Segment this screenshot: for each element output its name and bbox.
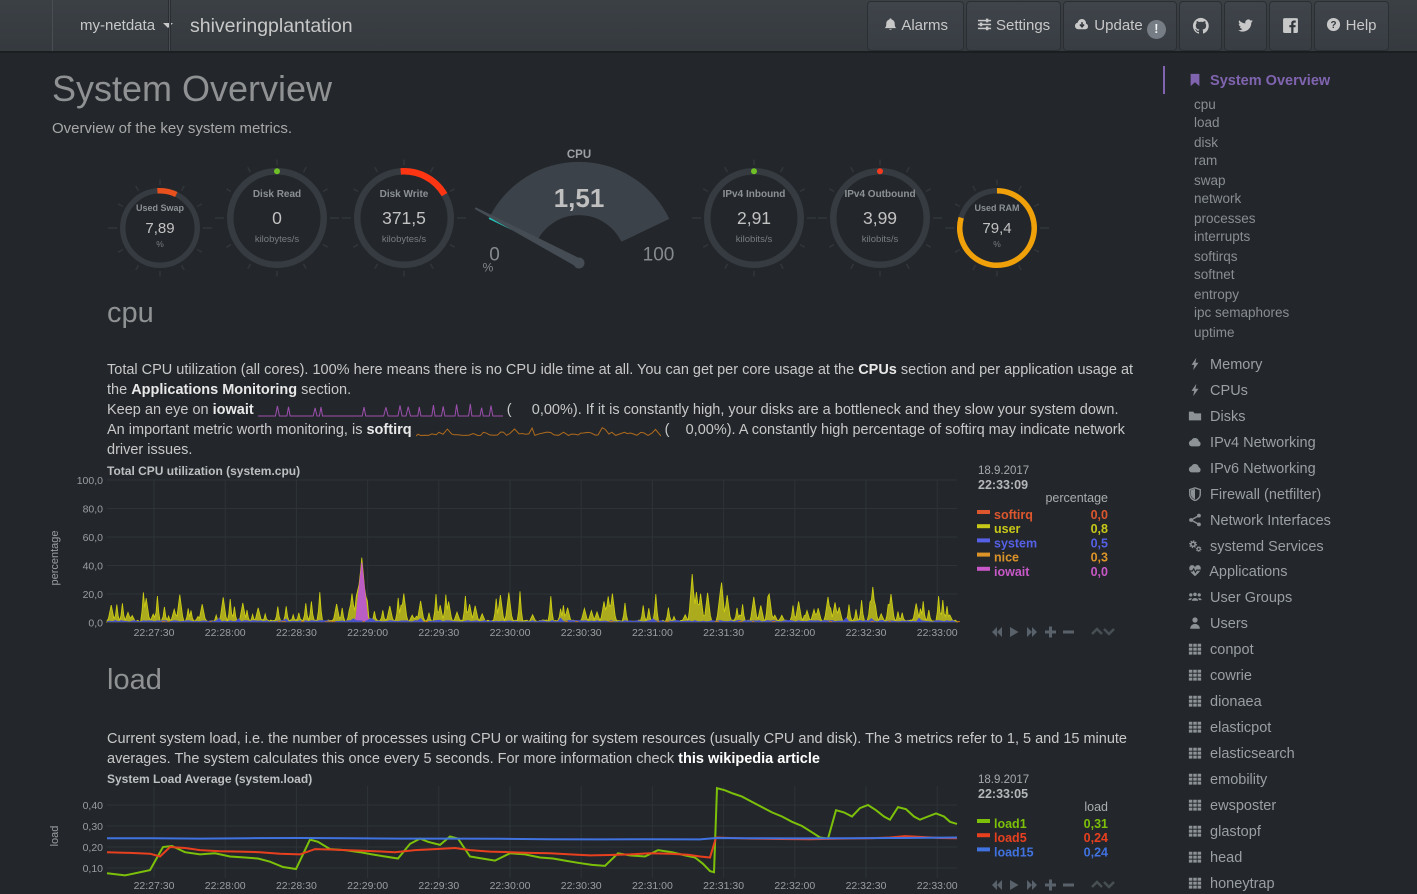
svg-text:nice: nice [994, 551, 1019, 565]
svg-text:Used RAM: Used RAM [974, 203, 1019, 213]
svg-text:22:31:00: 22:31:00 [632, 627, 673, 639]
svg-text:80,0: 80,0 [83, 504, 104, 516]
svg-text:22:27:30: 22:27:30 [134, 880, 175, 892]
svg-text:kilobits/s: kilobits/s [736, 234, 773, 245]
svg-text:22:29:30: 22:29:30 [418, 880, 459, 892]
svg-text:load1: load1 [994, 817, 1027, 831]
svg-text:0,0: 0,0 [88, 618, 103, 630]
svg-text:40,0: 40,0 [83, 561, 104, 573]
svg-text:IPv4 Outbound: IPv4 Outbound [844, 189, 915, 200]
svg-text:softirq: softirq [994, 508, 1033, 522]
svg-text:0,40: 0,40 [83, 800, 104, 812]
svg-text:18.9.2017: 18.9.2017 [978, 465, 1029, 477]
svg-text:22:32:00: 22:32:00 [774, 627, 815, 639]
svg-text:22:28:00: 22:28:00 [205, 880, 246, 892]
svg-text:load5: load5 [994, 831, 1027, 845]
svg-text:22:33:05: 22:33:05 [978, 787, 1028, 801]
svg-text:22:30:30: 22:30:30 [561, 627, 602, 639]
svg-text:22:32:00: 22:32:00 [774, 880, 815, 892]
svg-text:0,3: 0,3 [1091, 551, 1108, 565]
svg-text:kilobytes/s: kilobytes/s [255, 234, 300, 245]
svg-text:22:29:00: 22:29:00 [347, 880, 388, 892]
svg-text:0,24: 0,24 [1084, 845, 1108, 859]
svg-text:22:30:00: 22:30:00 [490, 627, 531, 639]
svg-text:22:31:00: 22:31:00 [632, 880, 673, 892]
svg-text:60,0: 60,0 [83, 532, 104, 544]
svg-text:1,51: 1,51 [554, 183, 605, 213]
svg-text:load: load [1084, 800, 1108, 814]
svg-text:22:29:30: 22:29:30 [418, 627, 459, 639]
svg-text:Total CPU utilization (system.: Total CPU utilization (system.cpu) [107, 464, 300, 478]
svg-text:22:28:30: 22:28:30 [276, 627, 317, 639]
svg-text:371,5: 371,5 [382, 208, 426, 228]
svg-text:IPv4 Inbound: IPv4 Inbound [723, 189, 786, 200]
svg-text:0,31: 0,31 [1084, 817, 1108, 831]
svg-text:18.9.2017: 18.9.2017 [978, 774, 1029, 786]
svg-text:%: % [156, 239, 164, 249]
svg-text:Disk Read: Disk Read [253, 189, 301, 200]
svg-text:percentage: percentage [1045, 491, 1108, 505]
svg-text:0,30: 0,30 [83, 821, 104, 833]
svg-text:22:33:00: 22:33:00 [917, 880, 958, 892]
svg-text:kilobits/s: kilobits/s [862, 234, 899, 245]
svg-text:0,8: 0,8 [1091, 522, 1108, 536]
svg-text:22:33:00: 22:33:00 [917, 627, 958, 639]
svg-text:load: load [49, 826, 61, 847]
svg-text:CPU: CPU [567, 149, 591, 161]
svg-text:0: 0 [489, 245, 500, 266]
svg-text:22:32:30: 22:32:30 [846, 627, 887, 639]
svg-text:0,10: 0,10 [83, 863, 104, 875]
svg-text:%: % [993, 239, 1001, 249]
svg-text:0,5: 0,5 [1091, 536, 1108, 550]
svg-text:22:28:30: 22:28:30 [276, 880, 317, 892]
svg-text:0,0: 0,0 [1091, 565, 1108, 579]
svg-text:0,0: 0,0 [1091, 508, 1108, 522]
svg-text:22:30:00: 22:30:00 [490, 880, 531, 892]
svg-text:?: ? [1331, 20, 1337, 31]
svg-text:2,91: 2,91 [737, 208, 771, 228]
svg-text:0,24: 0,24 [1084, 831, 1108, 845]
svg-text:22:31:30: 22:31:30 [703, 880, 744, 892]
svg-text:100: 100 [643, 245, 675, 266]
svg-text:22:27:30: 22:27:30 [134, 627, 175, 639]
svg-text:0,20: 0,20 [83, 842, 104, 854]
svg-text:22:28:00: 22:28:00 [205, 627, 246, 639]
svg-text:100,0: 100,0 [77, 475, 103, 487]
svg-text:22:33:09: 22:33:09 [978, 478, 1028, 492]
svg-text:22:32:30: 22:32:30 [846, 880, 887, 892]
svg-text:22:31:30: 22:31:30 [703, 627, 744, 639]
svg-text:kilobytes/s: kilobytes/s [382, 234, 427, 245]
svg-text:7,89: 7,89 [145, 220, 174, 237]
svg-text:%: % [483, 261, 494, 275]
svg-text:0: 0 [272, 208, 282, 228]
svg-text:79,4: 79,4 [982, 220, 1011, 237]
svg-text:3,99: 3,99 [863, 208, 897, 228]
svg-text:load15: load15 [994, 845, 1034, 859]
svg-text:system: system [994, 536, 1037, 550]
svg-text:percentage: percentage [49, 530, 61, 585]
svg-text:user: user [994, 522, 1021, 536]
svg-text:System Load Average (system.lo: System Load Average (system.load) [107, 772, 312, 786]
svg-text:iowait: iowait [994, 565, 1030, 579]
svg-text:Used Swap: Used Swap [136, 203, 185, 213]
svg-text:22:29:00: 22:29:00 [347, 627, 388, 639]
svg-text:Disk Write: Disk Write [380, 189, 429, 200]
svg-text:22:30:30: 22:30:30 [561, 880, 602, 892]
svg-text:20,0: 20,0 [83, 589, 104, 601]
